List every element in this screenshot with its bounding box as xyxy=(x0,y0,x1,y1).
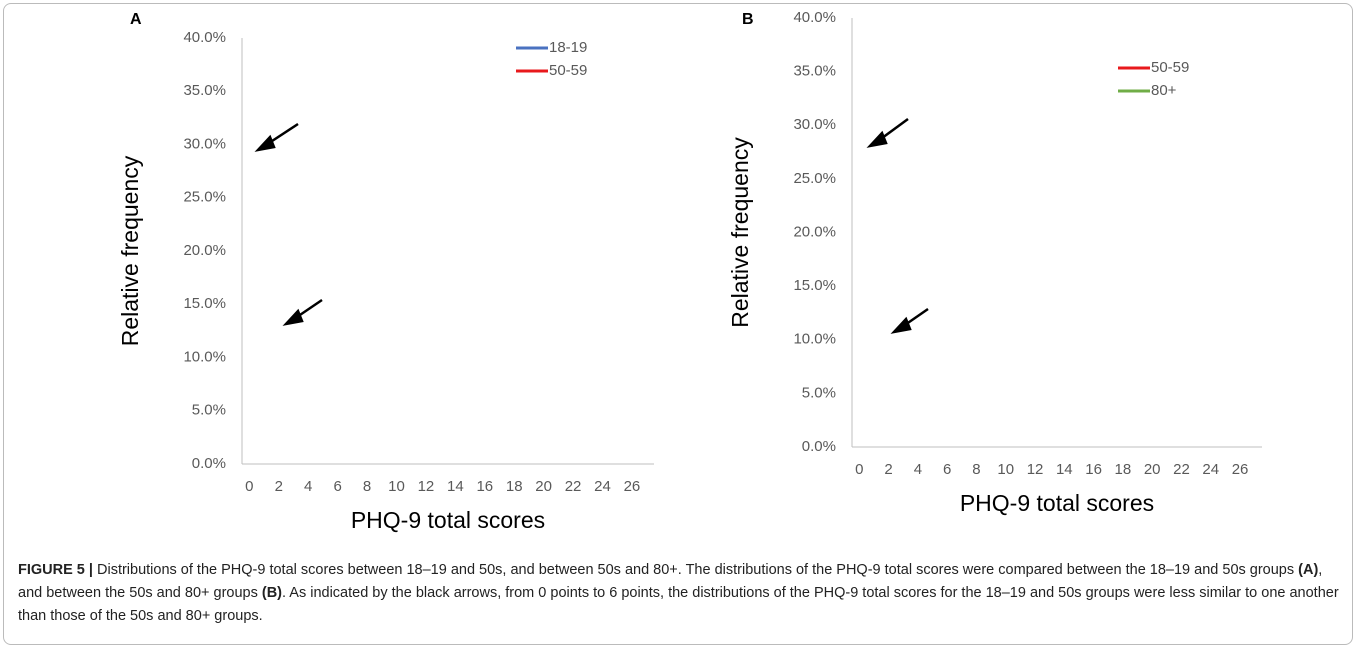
y-tick-label: 5.0% xyxy=(802,384,836,401)
y-tick-label: 0.0% xyxy=(192,455,226,472)
x-tick-label: 12 xyxy=(418,478,435,495)
caption-text: . As indicated by the black arrows, from… xyxy=(18,585,1339,624)
figure-frame: A 0.0% 5.0% 10.0% 15.0% 20.0% 25.0% 30.0% 35.0% 4… xyxy=(3,3,1353,645)
x-tick-label: 24 xyxy=(1202,461,1219,478)
x-tick-label: 10 xyxy=(388,478,405,495)
x-tick-label: 18 xyxy=(506,478,523,495)
y-tick-label: 25.0% xyxy=(793,170,836,187)
legend-label: 50-59 xyxy=(1151,59,1189,76)
y-tick-label: 40.0% xyxy=(183,29,226,46)
x-tick-label: 10 xyxy=(997,461,1014,478)
caption-label: FIGURE 5 | xyxy=(18,562,93,578)
legend-label: 50-59 xyxy=(549,62,587,79)
y-tick-label: 30.0% xyxy=(183,135,226,152)
x-tick-label: 14 xyxy=(1056,461,1073,478)
x-tick-label: 26 xyxy=(1232,461,1249,478)
caption-ref: (B) xyxy=(261,585,283,601)
x-tick-label: 22 xyxy=(565,478,582,495)
x-tick-label: 2 xyxy=(884,461,892,478)
y-tick-label: 10.0% xyxy=(183,348,226,365)
y-tick-label: 15.0% xyxy=(793,277,836,294)
x-tick-label: 20 xyxy=(535,478,552,495)
x-tick-label: 16 xyxy=(476,478,493,495)
x-tick-label: 22 xyxy=(1173,461,1190,478)
x-tick-label: 8 xyxy=(972,461,980,478)
caption-text: , and between the 50s and 80+ groups xyxy=(18,562,1323,601)
y-axis-label: Relative frequency xyxy=(117,155,143,346)
y-axis-label: Relative frequency xyxy=(727,137,753,328)
x-tick-label: 26 xyxy=(624,478,641,495)
y-tick-label: 25.0% xyxy=(183,189,226,206)
x-tick-label: 6 xyxy=(943,461,951,478)
x-tick-label: 14 xyxy=(447,478,464,495)
x-axis-label: PHQ-9 total scores xyxy=(960,490,1154,516)
x-tick-label: 0 xyxy=(245,478,253,495)
x-tick-label: 20 xyxy=(1144,461,1161,478)
x-tick-label: 12 xyxy=(1027,461,1044,478)
chart: A0.0%5.0%10.0%15.0%20.0%25.0%30.0%35.0%4… xyxy=(117,9,1262,533)
x-axis-label: PHQ-9 total scores xyxy=(351,507,545,533)
x-tick-label: 18 xyxy=(1115,461,1132,478)
x-tick-label: 16 xyxy=(1085,461,1102,478)
x-tick-label: 4 xyxy=(914,461,922,478)
y-tick-label: 35.0% xyxy=(183,82,226,99)
y-tick-label: 10.0% xyxy=(793,331,836,348)
y-tick-label: 20.0% xyxy=(793,223,836,240)
legend-label: 18-19 xyxy=(549,39,587,56)
y-tick-label: 35.0% xyxy=(793,63,836,80)
y-tick-label: 0.0% xyxy=(802,438,836,455)
x-tick-label: 24 xyxy=(594,478,611,495)
legend-label: 80+ xyxy=(1151,82,1177,99)
y-tick-label: 40.0% xyxy=(793,9,836,26)
y-tick-label: 15.0% xyxy=(183,295,226,312)
y-tick-label: 5.0% xyxy=(192,402,226,419)
arrow-head xyxy=(254,134,276,152)
caption-ref: (A) xyxy=(1298,562,1319,578)
x-tick-label: 6 xyxy=(333,478,341,495)
x-tick-label: 2 xyxy=(275,478,283,495)
x-tick-label: 4 xyxy=(304,478,312,495)
arrow-head xyxy=(890,316,912,334)
arrow-head xyxy=(866,130,888,148)
x-tick-label: 0 xyxy=(855,461,863,478)
x-tick-label: 8 xyxy=(363,478,371,495)
panel-label: B xyxy=(742,11,754,28)
caption: FIGURE 5 | Distributions of the PHQ-9 to… xyxy=(18,559,1343,628)
y-tick-label: 20.0% xyxy=(183,242,226,259)
y-tick-label: 30.0% xyxy=(793,116,836,133)
panel-label: A xyxy=(130,11,142,28)
arrows xyxy=(254,117,929,334)
caption-text: Distributions of the PHQ-9 total scores … xyxy=(92,562,1299,578)
arrow-head xyxy=(282,308,304,326)
